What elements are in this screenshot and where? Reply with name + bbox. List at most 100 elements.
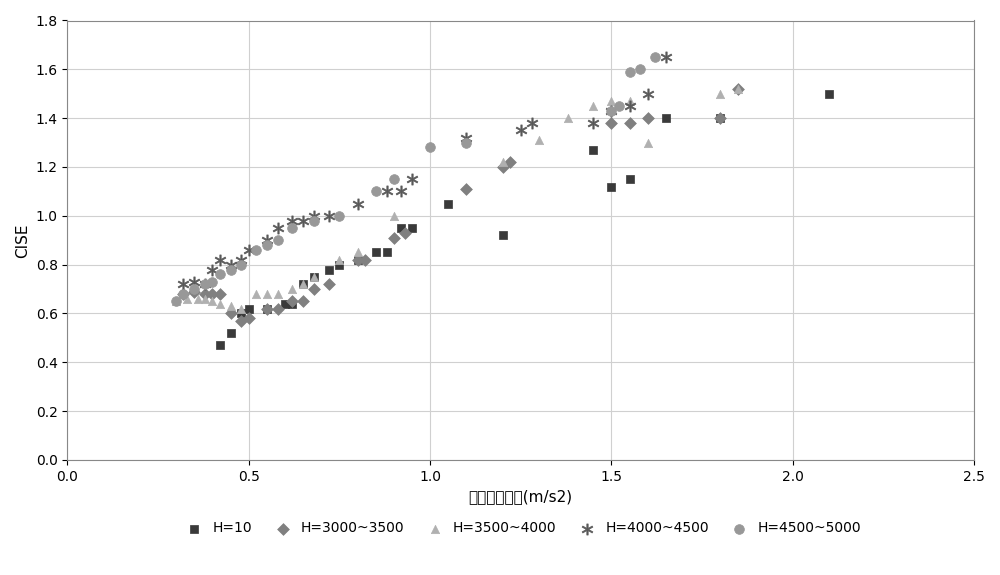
H=4500~5000 xyxy=(212,270,228,279)
H=10 xyxy=(393,224,409,233)
H=4000~4500 xyxy=(640,89,656,98)
H=4000~4500 xyxy=(658,52,674,62)
H=4500~5000 xyxy=(622,67,638,76)
H=4000~4500 xyxy=(241,246,257,255)
H=10 xyxy=(658,114,674,123)
H=3500~4000 xyxy=(585,101,601,110)
H=3500~4000 xyxy=(622,97,638,106)
H=3500~4000 xyxy=(197,294,213,304)
H=3000~3500 xyxy=(357,255,373,264)
H=4500~5000 xyxy=(632,65,648,74)
H=4000~4500 xyxy=(212,255,228,264)
H=3000~3500 xyxy=(321,279,337,289)
H=10 xyxy=(712,114,728,123)
H=10 xyxy=(212,340,228,350)
H=3500~4000 xyxy=(270,289,286,298)
Legend: H=10, H=3000~3500, H=3500~4000, H=4000~4500, H=4500~5000: H=10, H=3000~3500, H=3500~4000, H=4000~4… xyxy=(175,516,867,541)
H=4000~4500 xyxy=(458,133,474,142)
H=4500~5000 xyxy=(270,236,286,245)
H=4000~4500 xyxy=(223,260,239,269)
H=3500~4000 xyxy=(204,297,220,306)
H=4500~5000 xyxy=(386,175,402,184)
H=4500~5000 xyxy=(647,52,663,62)
H=3500~4000 xyxy=(190,294,206,304)
H=3000~3500 xyxy=(212,289,228,298)
H=3500~4000 xyxy=(284,285,300,294)
H=10 xyxy=(350,255,366,264)
H=3500~4000 xyxy=(531,136,547,145)
H=3500~4000 xyxy=(640,138,656,147)
H=3000~3500 xyxy=(712,114,728,123)
H=10 xyxy=(259,304,275,313)
H=3500~4000 xyxy=(259,289,275,298)
H=3000~3500 xyxy=(223,309,239,318)
H=10 xyxy=(284,299,300,308)
H=4000~4500 xyxy=(622,101,638,110)
H=4000~4500 xyxy=(585,118,601,128)
H=4000~4500 xyxy=(350,199,366,208)
H=4000~4500 xyxy=(233,255,249,264)
H=3000~3500 xyxy=(197,289,213,298)
H=4000~4500 xyxy=(284,216,300,225)
H=3000~3500 xyxy=(270,304,286,313)
H=3000~3500 xyxy=(640,114,656,123)
H=3000~3500 xyxy=(259,304,275,313)
H=4500~5000 xyxy=(248,246,264,255)
H=3000~3500 xyxy=(458,185,474,194)
H=4000~4500 xyxy=(175,279,191,289)
H=3000~3500 xyxy=(204,289,220,298)
H=4500~5000 xyxy=(197,279,213,289)
H=3000~3500 xyxy=(495,162,511,171)
H=4500~5000 xyxy=(306,216,322,225)
X-axis label: 横向力加速度(m/s2): 横向力加速度(m/s2) xyxy=(469,489,573,504)
H=4000~4500 xyxy=(321,211,337,220)
H=4000~4500 xyxy=(603,106,619,116)
H=4500~5000 xyxy=(284,224,300,233)
H=3000~3500 xyxy=(622,118,638,128)
H=3000~3500 xyxy=(350,255,366,264)
H=10 xyxy=(495,231,511,240)
H=3000~3500 xyxy=(186,287,202,296)
H=3500~4000 xyxy=(560,114,576,123)
H=10 xyxy=(821,89,837,98)
H=10 xyxy=(223,328,239,338)
H=4000~4500 xyxy=(513,126,529,135)
H=3000~3500 xyxy=(386,233,402,243)
H=3500~4000 xyxy=(712,89,728,98)
H=3000~3500 xyxy=(175,289,191,298)
H=4500~5000 xyxy=(259,240,275,250)
H=10 xyxy=(622,175,638,184)
H=4500~5000 xyxy=(368,187,384,196)
H=4000~4500 xyxy=(306,211,322,220)
H=4500~5000 xyxy=(603,106,619,116)
H=4500~5000 xyxy=(422,143,438,152)
H=4000~4500 xyxy=(393,187,409,196)
Y-axis label: CISE: CISE xyxy=(15,223,30,258)
H=10 xyxy=(585,145,601,155)
H=3500~4000 xyxy=(233,304,249,313)
H=10 xyxy=(241,304,257,313)
H=4500~5000 xyxy=(204,277,220,286)
H=3500~4000 xyxy=(495,158,511,167)
H=10 xyxy=(404,224,420,233)
H=4500~5000 xyxy=(458,138,474,147)
H=10 xyxy=(277,299,293,308)
H=3000~3500 xyxy=(284,297,300,306)
H=3500~4000 xyxy=(603,97,619,106)
H=10 xyxy=(306,273,322,282)
H=3500~4000 xyxy=(295,279,311,289)
H=3000~3500 xyxy=(306,285,322,294)
H=3500~4000 xyxy=(168,297,184,306)
H=4500~5000 xyxy=(233,260,249,269)
H=4500~5000 xyxy=(611,101,627,110)
H=4500~5000 xyxy=(331,211,347,220)
H=3000~3500 xyxy=(241,314,257,323)
H=3500~4000 xyxy=(248,289,264,298)
H=3000~3500 xyxy=(603,118,619,128)
H=3000~3500 xyxy=(233,316,249,325)
H=3500~4000 xyxy=(223,301,239,310)
H=3000~3500 xyxy=(295,297,311,306)
H=3500~4000 xyxy=(212,299,228,308)
H=4000~4500 xyxy=(404,175,420,184)
H=10 xyxy=(295,279,311,289)
